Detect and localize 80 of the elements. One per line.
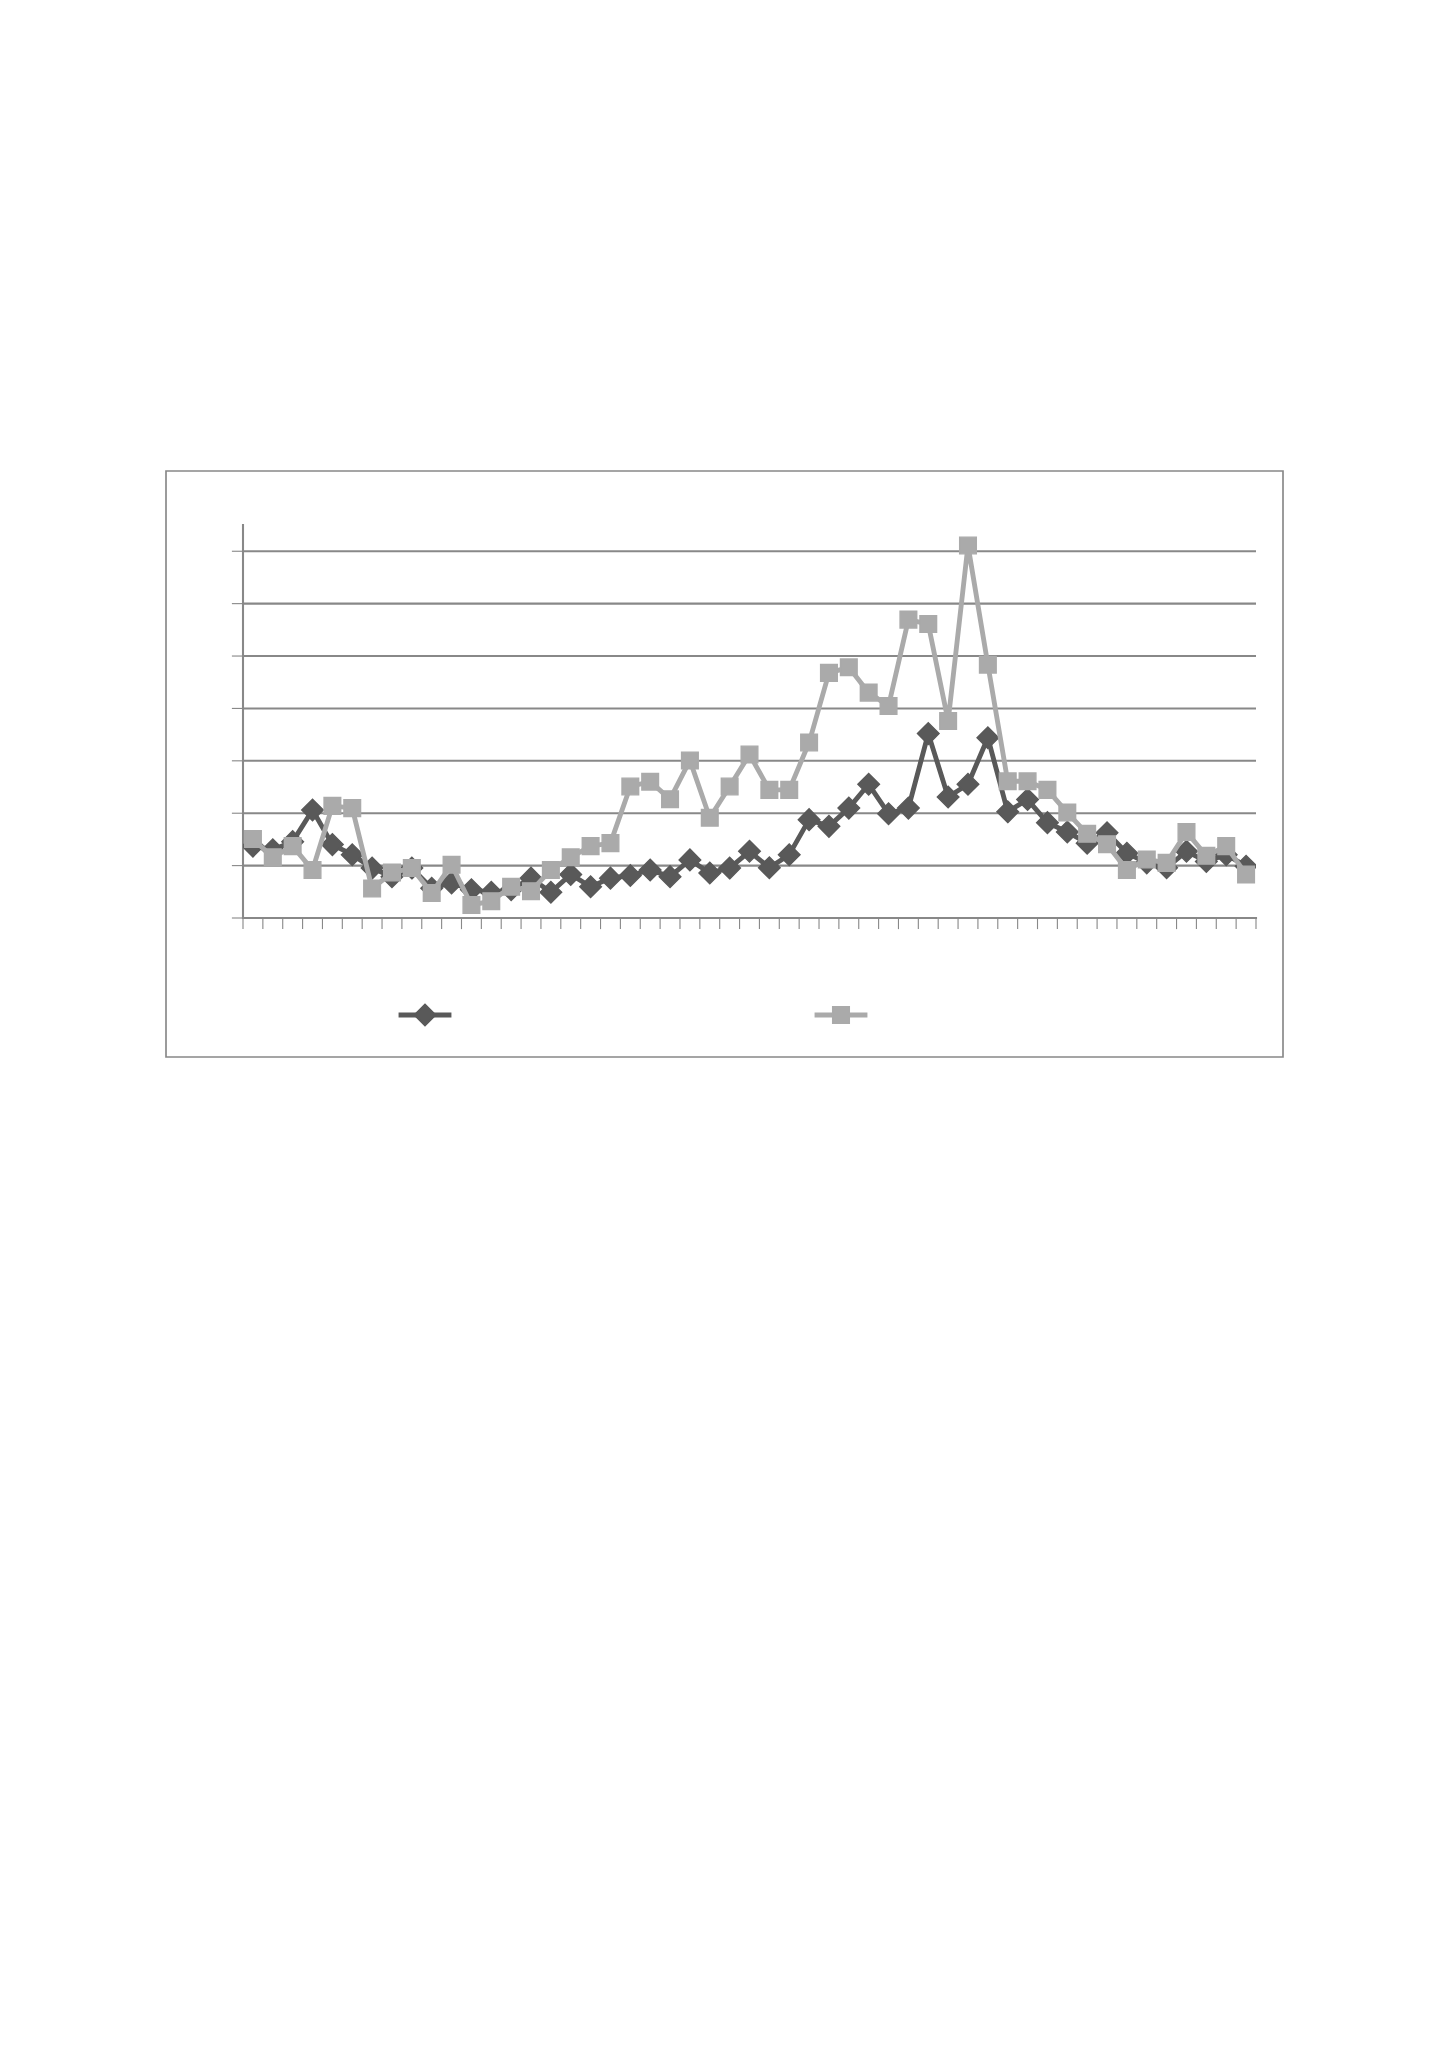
point: [263, 848, 282, 867]
point: [757, 856, 781, 880]
point: [442, 855, 461, 874]
point: [661, 790, 680, 809]
point: [817, 814, 841, 838]
point: [561, 848, 580, 867]
point: [1197, 846, 1216, 865]
point: [1016, 788, 1040, 812]
point: [1177, 822, 1196, 841]
point: [323, 796, 342, 815]
point: [462, 895, 481, 914]
point: [579, 875, 603, 899]
point: [819, 663, 838, 682]
point: [919, 615, 938, 634]
point: [780, 780, 799, 799]
point: [958, 536, 978, 555]
point: [879, 697, 898, 716]
point: [800, 733, 819, 752]
point: [698, 861, 722, 885]
point: [720, 777, 739, 796]
point: [638, 858, 662, 882]
point: [680, 751, 699, 770]
point: [422, 884, 441, 903]
point: [1157, 853, 1176, 872]
point: [502, 877, 521, 896]
point: [700, 808, 719, 827]
point: [718, 856, 742, 880]
point: [996, 800, 1020, 824]
point: [1018, 772, 1037, 791]
point: [343, 799, 362, 818]
point: [896, 796, 920, 820]
point: [978, 655, 997, 674]
point: [1098, 835, 1117, 854]
point: [797, 808, 821, 832]
point: [839, 658, 858, 677]
point: [899, 610, 918, 629]
point: [382, 863, 401, 882]
point: [301, 798, 325, 822]
point: [859, 683, 878, 702]
point: [1217, 837, 1236, 856]
point: [621, 777, 640, 796]
point: [877, 802, 901, 826]
point: [956, 772, 980, 796]
point: [1058, 803, 1077, 822]
point: [998, 772, 1017, 791]
point: [916, 722, 940, 746]
point: [521, 882, 541, 901]
point: [618, 864, 642, 888]
point: [581, 837, 600, 856]
point: [939, 711, 958, 730]
point: [1055, 820, 1079, 844]
point: [243, 829, 262, 849]
point: [1137, 850, 1156, 869]
point: [601, 834, 620, 853]
point: [1035, 811, 1059, 835]
point: [777, 843, 801, 867]
point: [1174, 839, 1198, 863]
point: [760, 780, 779, 799]
point: [1117, 860, 1136, 879]
point: [641, 772, 660, 791]
point: [678, 848, 702, 872]
point: [482, 892, 501, 911]
point: [740, 745, 759, 764]
point: [303, 860, 322, 879]
point: [658, 865, 682, 889]
point: [857, 772, 881, 796]
point: [363, 879, 382, 898]
point: [340, 843, 364, 867]
point: [936, 785, 960, 809]
point: [598, 866, 622, 890]
point: [738, 839, 761, 863]
point: [976, 726, 1000, 750]
point: [283, 837, 302, 856]
point: [320, 833, 344, 857]
point: [541, 860, 560, 879]
point: [1038, 780, 1057, 799]
point: [837, 796, 861, 820]
point: [539, 880, 563, 904]
point: [1237, 865, 1256, 884]
point: [1078, 824, 1097, 843]
